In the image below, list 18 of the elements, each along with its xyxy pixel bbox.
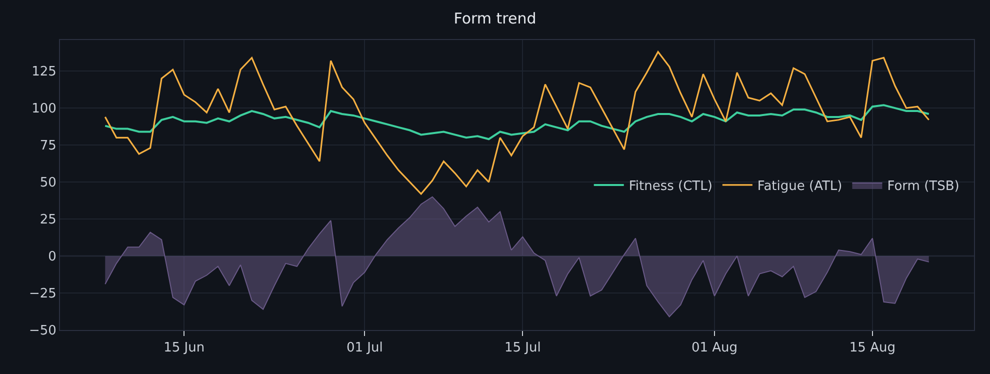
y-tick-label: 100 [32, 102, 56, 117]
y-tick-label: 75 [40, 138, 56, 154]
x-tick-label: 01 Aug [691, 340, 738, 356]
x-tick-label: 15 Jul [504, 340, 541, 356]
y-tick-label: 125 [32, 64, 56, 80]
chart-title: Form trend [454, 10, 536, 28]
line-series [104, 104, 930, 140]
legend-label: Form (TSB) [887, 179, 960, 194]
y-tick-label: 0 [48, 250, 56, 265]
legend-label: Fatigue (ATL) [757, 179, 842, 194]
x-tick-label: 15 Aug [849, 340, 896, 356]
y-tick-label: 50 [40, 176, 56, 191]
x-tick-label: 15 Jun [164, 340, 205, 356]
x-tick-label: 01 Jul [346, 340, 383, 356]
y-tick-label: −25 [28, 286, 56, 302]
legend-label: Fitness (CTL) [628, 179, 712, 194]
y-tick-label: 25 [40, 212, 56, 228]
y-tick-label: −50 [28, 324, 56, 339]
